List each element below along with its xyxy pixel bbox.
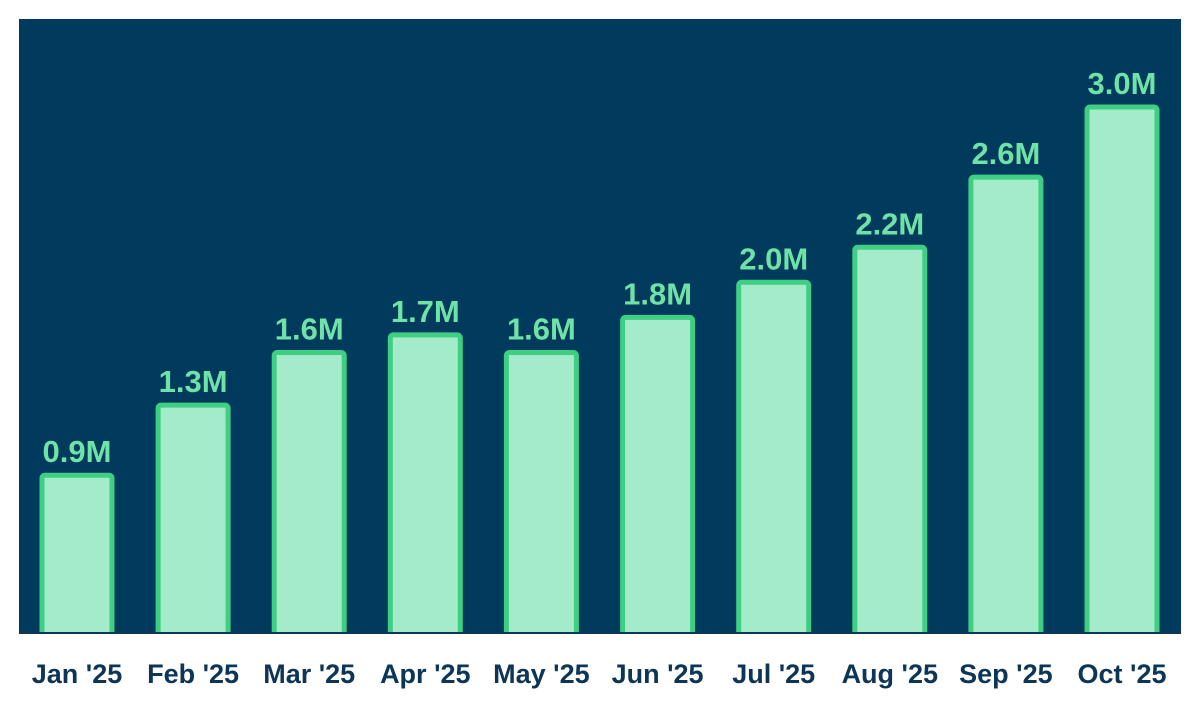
bar-value-label: 1.7M [391, 294, 460, 329]
bar-value-label: 1.6M [507, 312, 576, 347]
x-tick-label: Feb '25 [147, 659, 239, 689]
bar-value-label: 1.6M [275, 312, 344, 347]
bar [1084, 104, 1160, 642]
bar-value-label: 2.2M [855, 206, 924, 241]
bar [852, 244, 928, 642]
bar [620, 314, 696, 642]
bar-value-label: 2.6M [971, 136, 1040, 171]
baseline-cover [0, 633, 1200, 643]
bar-value-label: 0.9M [43, 434, 112, 469]
bar [39, 472, 115, 642]
bar-value-label: 2.0M [739, 241, 808, 276]
bar-value-label: 1.3M [159, 364, 228, 399]
x-tick-label: May '25 [493, 659, 589, 689]
x-tick-label: Jun '25 [612, 659, 704, 689]
bars-layer [0, 104, 1200, 643]
x-tick-label: Jul '25 [732, 659, 815, 689]
x-tick-label: Sep '25 [959, 659, 1052, 689]
x-tick-label: Aug '25 [842, 659, 938, 689]
x-tick-label: Oct '25 [1078, 659, 1167, 689]
bar [736, 279, 812, 642]
x-axis-tick-labels: Jan '25 Feb '25 Mar '25 Apr '25 May '25 Jun '… [32, 659, 1167, 689]
x-tick-label: Mar '25 [263, 659, 355, 689]
bar-value-label: 1.8M [623, 276, 692, 311]
x-tick-label: Apr '25 [380, 659, 470, 689]
bar [155, 402, 231, 642]
x-tick-label: Jan '25 [32, 659, 122, 689]
value-labels-layer: 0.9M 1.3M 1.6M 1.7M 1.6M 1.8M 2.0M 2.2M 2.6M 3.0M [43, 66, 1157, 469]
bar-value-label: 3.0M [1088, 66, 1157, 101]
bar [503, 350, 579, 642]
bar [271, 350, 347, 642]
bar [968, 174, 1044, 642]
bar [387, 332, 463, 642]
